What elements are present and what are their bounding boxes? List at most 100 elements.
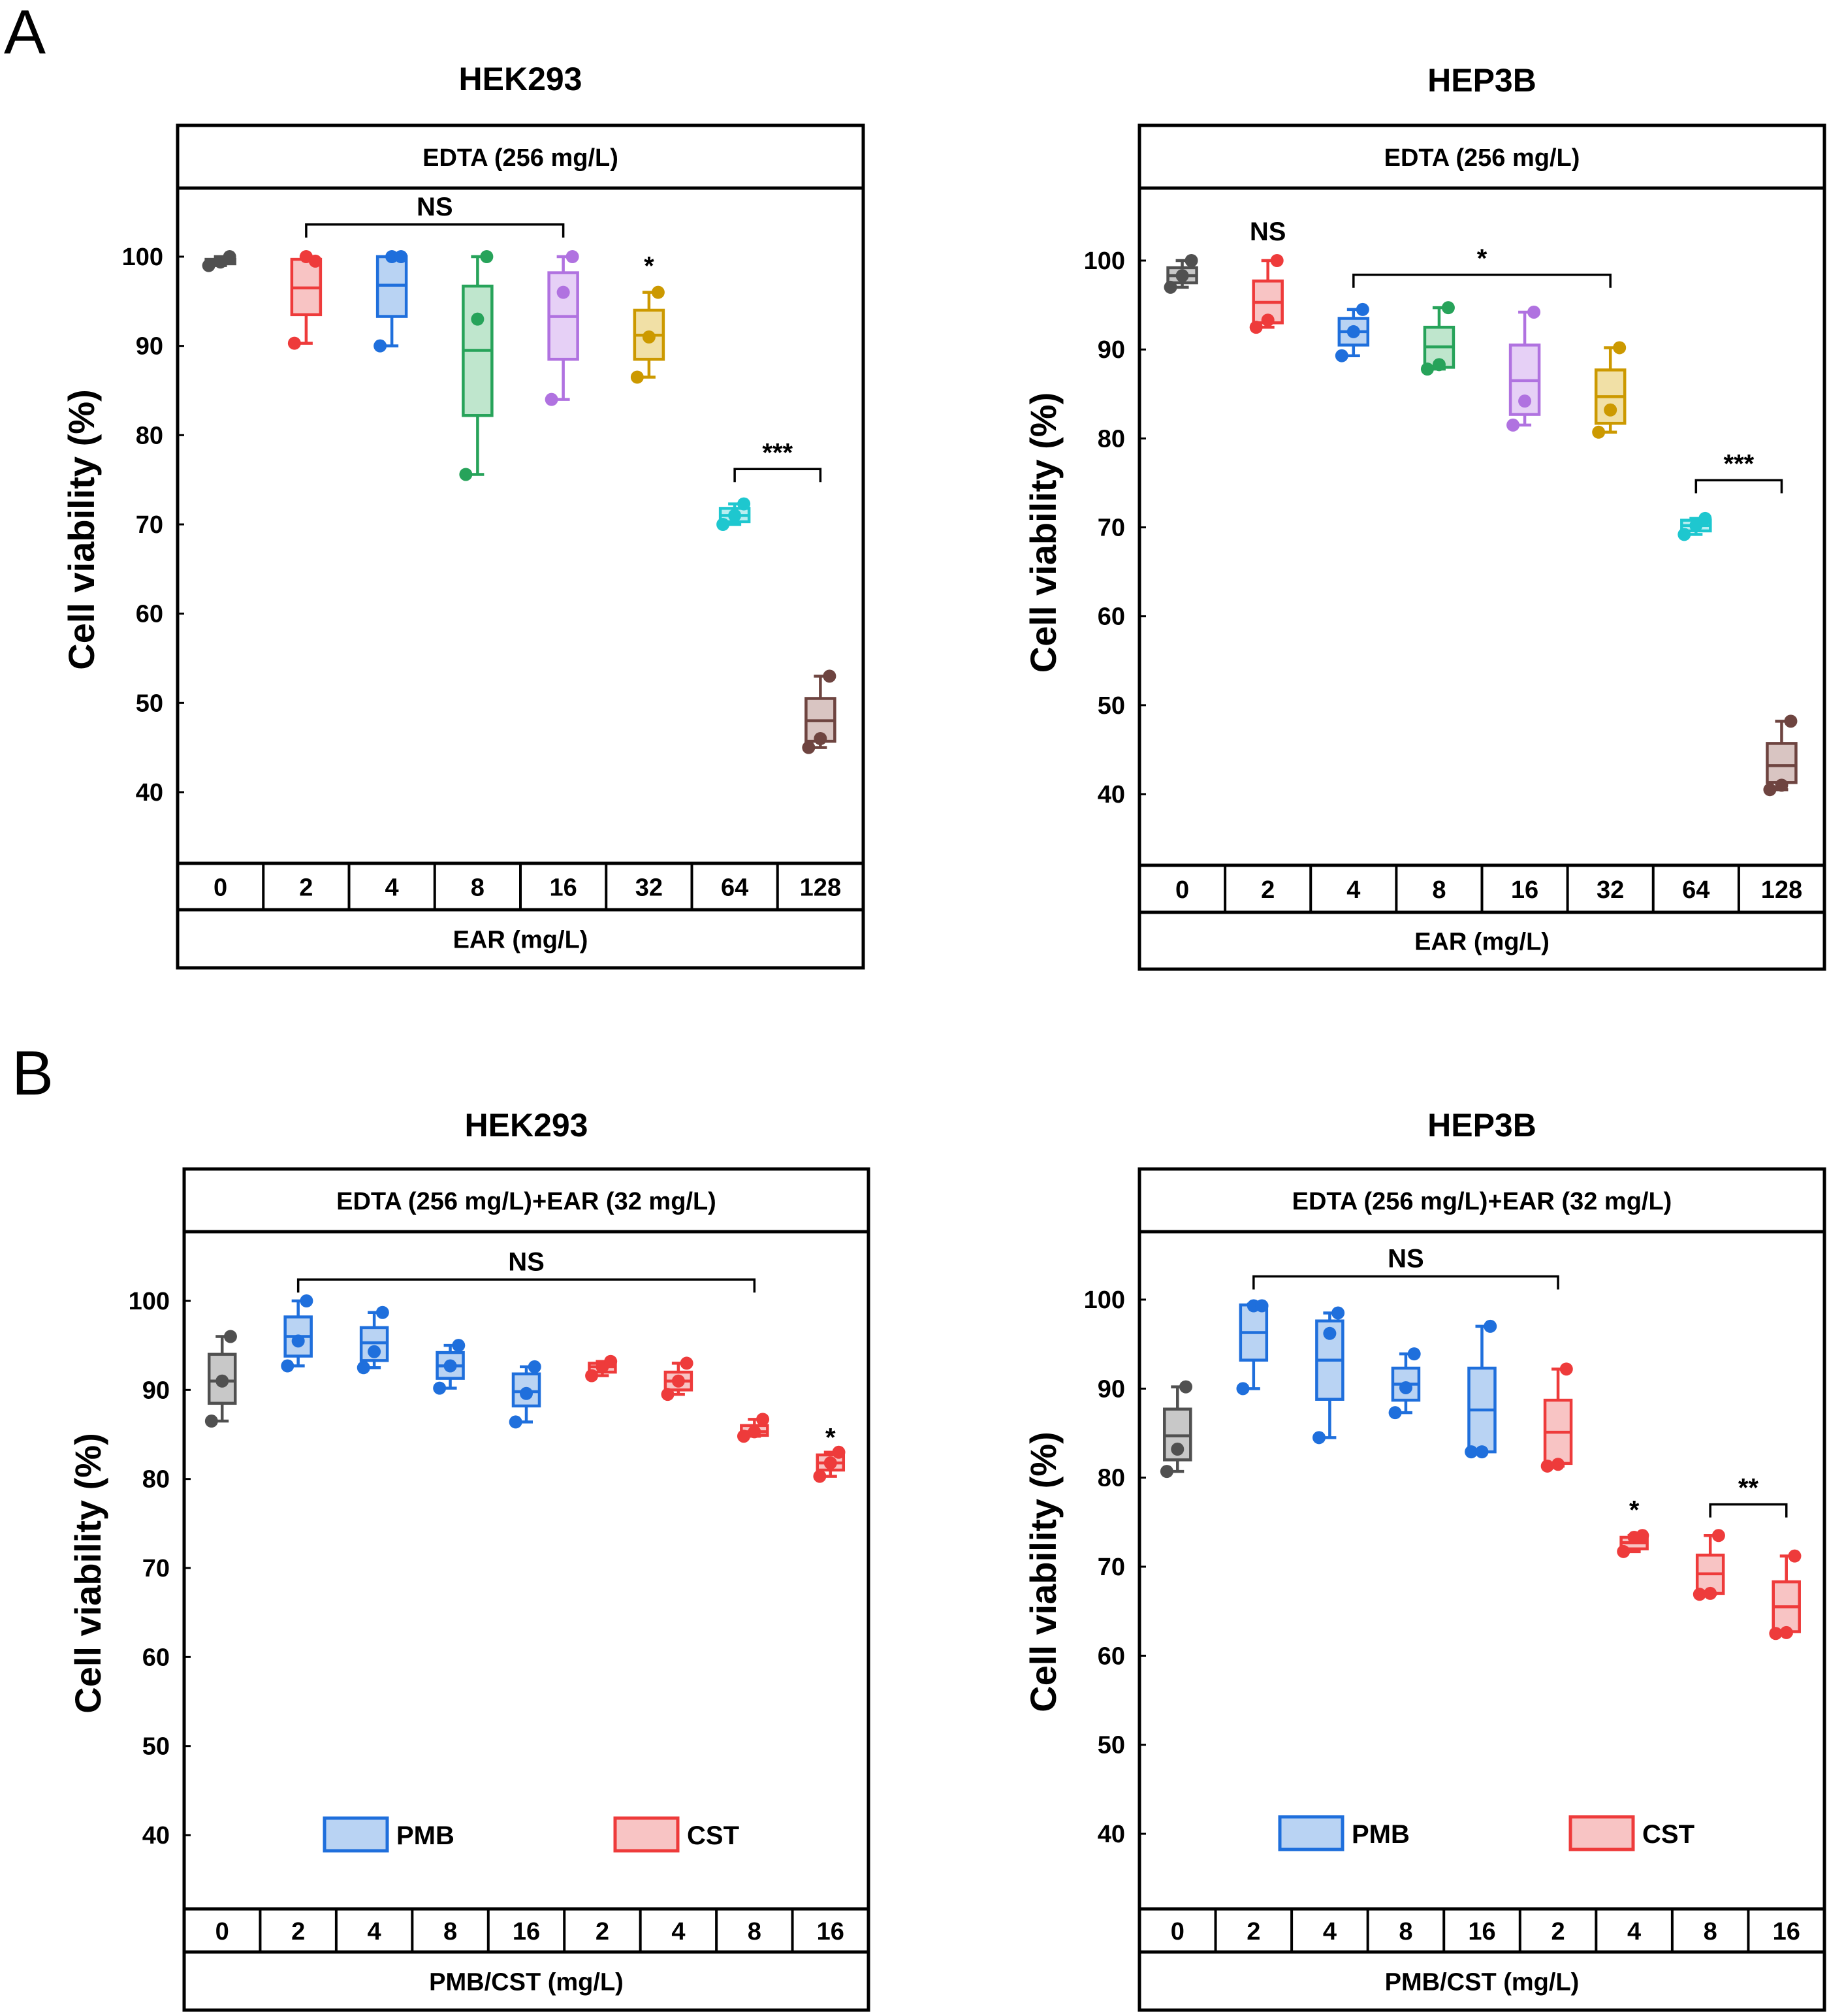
data-point bbox=[1559, 1362, 1573, 1376]
box-1 bbox=[1160, 1380, 1193, 1479]
y-tick-label: 40 bbox=[1098, 1821, 1125, 1848]
x-tick-label: 32 bbox=[1597, 876, 1624, 904]
y-axis-label: Cell viability (%) bbox=[1023, 392, 1064, 673]
data-point bbox=[661, 1388, 675, 1401]
box-6 bbox=[1540, 1362, 1573, 1473]
data-point bbox=[1171, 1443, 1185, 1456]
significance-label: * bbox=[825, 1423, 836, 1452]
significance-annotation: * bbox=[1352, 244, 1612, 288]
y-tick-label: 90 bbox=[1098, 336, 1125, 364]
significance-annotation: NS bbox=[296, 1247, 756, 1293]
chart-frame bbox=[1137, 1167, 1826, 2012]
x-tick-label: 2 bbox=[1551, 1918, 1565, 1945]
data-point bbox=[728, 509, 742, 522]
y-tick-label: 40 bbox=[136, 779, 163, 807]
box-3 bbox=[357, 1305, 389, 1375]
y-tick-label: 50 bbox=[1098, 1732, 1125, 1759]
y-tick-label: 100 bbox=[1084, 248, 1125, 275]
x-tick-label: 8 bbox=[1399, 1918, 1412, 1945]
data-point bbox=[1255, 1299, 1269, 1313]
data-point bbox=[1678, 528, 1691, 541]
significance-annotation: * bbox=[1629, 1496, 1640, 1525]
data-point bbox=[585, 1369, 599, 1383]
data-point bbox=[1613, 341, 1627, 355]
data-point bbox=[291, 1334, 305, 1348]
box-iqr bbox=[1766, 742, 1798, 784]
data-point bbox=[204, 1415, 218, 1428]
data-point bbox=[813, 1469, 827, 1483]
data-point bbox=[452, 1339, 466, 1352]
data-point bbox=[528, 1360, 541, 1373]
x-tick-label: 4 bbox=[1323, 1918, 1337, 1945]
significance-label: * bbox=[1629, 1496, 1640, 1525]
significance-label: ** bbox=[1738, 1474, 1759, 1503]
chart-frame bbox=[182, 1167, 870, 2012]
x-axis-label: PMB/CST (mg/L) bbox=[429, 1969, 624, 1996]
data-point bbox=[459, 468, 473, 481]
data-point bbox=[802, 741, 816, 754]
significance-bracket bbox=[1694, 479, 1783, 494]
x-tick-label: 0 bbox=[1171, 1918, 1185, 1945]
x-tick-label: 8 bbox=[748, 1918, 761, 1945]
significance-label: * bbox=[644, 251, 654, 280]
x-tick-label: 128 bbox=[1761, 876, 1802, 904]
chart-4: HEP3B EDTA (256 mg/L)+EAR (32 mg/L) PMB/CS… bbox=[1023, 1107, 1826, 2012]
x-tick-label: 0 bbox=[215, 1918, 229, 1945]
significance-label: *** bbox=[1724, 449, 1755, 478]
legend-swatch bbox=[1568, 1815, 1635, 1851]
data-point bbox=[1636, 1529, 1649, 1543]
box-1 bbox=[1164, 254, 1198, 294]
y-tick-label: 90 bbox=[136, 333, 163, 360]
chart-2: HEP3B EDTA (256 mg/L) EAR (mg/L) 0 2 4 8 16 32 64… bbox=[1023, 62, 1826, 971]
legend-label: CST bbox=[687, 1821, 739, 1850]
data-point bbox=[556, 285, 570, 299]
box-2 bbox=[1236, 1299, 1269, 1396]
y-axis-label: Cell viability (%) bbox=[67, 1433, 108, 1713]
x-tick-label: 128 bbox=[800, 874, 841, 902]
x-tick-label: 64 bbox=[1682, 876, 1710, 904]
box-2 bbox=[281, 1294, 313, 1373]
condition-label: EDTA (256 mg/L) bbox=[422, 144, 618, 172]
data-point bbox=[1407, 1347, 1421, 1361]
data-point bbox=[680, 1356, 693, 1370]
x-tick-label: 8 bbox=[471, 874, 485, 902]
box-8 bbox=[1693, 1529, 1725, 1601]
y-tick-label: 40 bbox=[142, 1822, 170, 1849]
data-point bbox=[385, 250, 399, 263]
x-tick-label: 16 bbox=[1511, 876, 1538, 904]
y-tick-label: 60 bbox=[1098, 1642, 1125, 1670]
significance-annotation: ** bbox=[1709, 1474, 1788, 1518]
data-point bbox=[630, 370, 644, 384]
data-point bbox=[1592, 425, 1606, 439]
significance-bracket bbox=[1709, 1503, 1788, 1518]
x-tick-label: 16 bbox=[817, 1918, 844, 1945]
data-point bbox=[368, 1345, 381, 1358]
data-point bbox=[202, 259, 215, 272]
chart-title: HEK293 bbox=[459, 61, 582, 97]
data-point bbox=[1261, 313, 1275, 327]
y-tick-label: 80 bbox=[142, 1466, 170, 1494]
data-point bbox=[716, 518, 730, 531]
significance-bracket bbox=[305, 223, 565, 238]
y-tick-label: 100 bbox=[122, 244, 163, 271]
data-point bbox=[1441, 301, 1455, 315]
box-9 bbox=[1769, 1549, 1802, 1640]
data-point bbox=[756, 1413, 770, 1426]
x-tick-label: 32 bbox=[635, 874, 663, 902]
data-point bbox=[1484, 1319, 1497, 1333]
box-2 bbox=[1249, 254, 1284, 334]
box-3 bbox=[374, 250, 408, 353]
y-tick-label: 100 bbox=[1084, 1287, 1125, 1314]
data-point bbox=[1331, 1306, 1345, 1320]
legend-swatch bbox=[613, 1816, 680, 1853]
significance-bracket bbox=[1252, 1275, 1559, 1290]
y-tick-label: 100 bbox=[129, 1288, 170, 1315]
data-point bbox=[520, 1386, 533, 1400]
legend-swatch bbox=[323, 1816, 389, 1853]
significance-label: NS bbox=[1250, 217, 1286, 246]
data-point bbox=[748, 1425, 761, 1439]
data-point bbox=[374, 339, 387, 353]
condition-label: EDTA (256 mg/L)+EAR (32 mg/L) bbox=[336, 1188, 716, 1215]
box-6 bbox=[585, 1354, 618, 1383]
x-axis-label: PMB/CST (mg/L) bbox=[1385, 1969, 1580, 1996]
